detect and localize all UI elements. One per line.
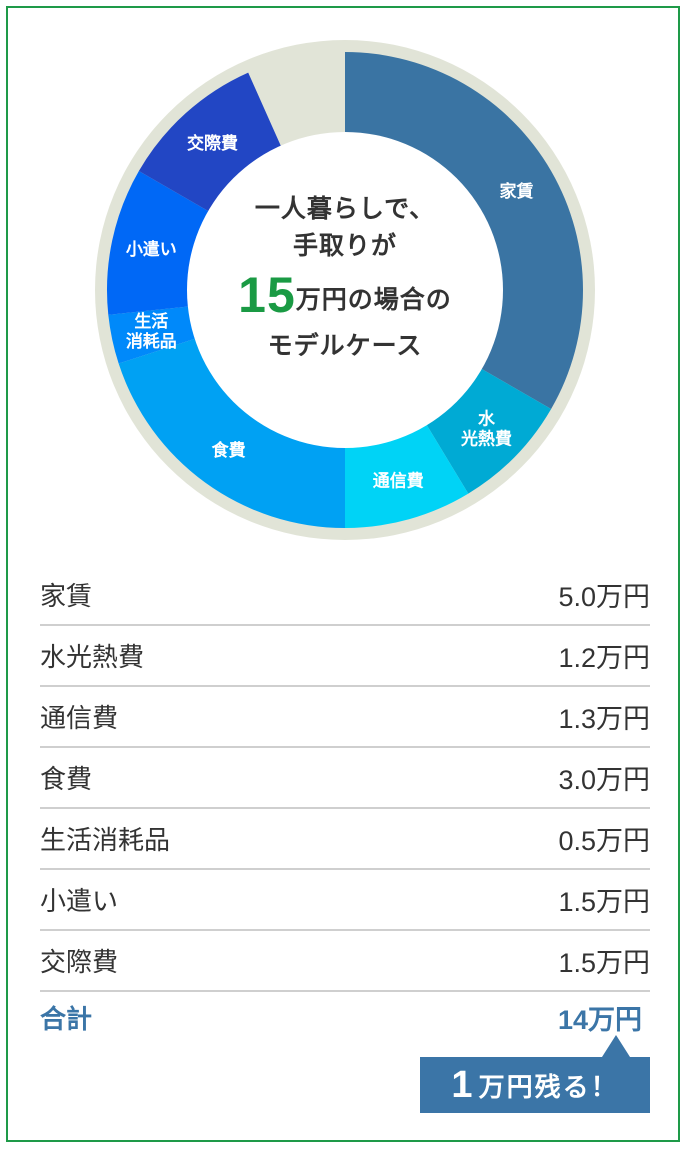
expense-row-utilities: 水光熱費 1.2万円 [40,626,650,687]
expense-breakdown-list: 家賃 5.0万円 水光熱費 1.2万円 通信費 1.3万円 食費 3.0万円 生… [40,565,650,992]
donut-slice-label: 家賃 [499,181,533,202]
expense-row-supplies: 生活消耗品 0.5万円 [40,809,650,870]
expense-row-communication: 通信費 1.3万円 [40,687,650,748]
total-amount: 14万円 [557,1004,642,1035]
expense-label: 小遣い [40,887,119,917]
center-line-1: 一人暮らしで、 [254,194,436,223]
expense-row-allowance: 小遣い 1.5万円 [40,870,650,931]
expense-amount: 5.0万円 [558,582,650,612]
expense-label: 水光熱費 [40,643,145,673]
donut-slice [108,306,198,364]
take-home-amount: 15 [238,267,296,323]
card-frame [6,6,680,1142]
remaining-text: 万円残る！ [478,1072,619,1103]
remaining-callout: 1 万円残る！ [420,1035,650,1113]
center-caption: 一人暮らしで、 手取りが 15万円の場合の モデルケース [195,190,495,364]
expense-amount: 1.5万円 [558,887,650,917]
total-row: 合計 14万円 [40,988,650,1046]
expense-amount: 1.2万円 [558,643,650,673]
expense-label: 生活消耗品 [40,826,171,856]
expense-amount: 3.0万円 [558,765,650,795]
expense-row-rent: 家賃 5.0万円 [40,565,650,626]
total-label: 合計 [40,1004,93,1035]
donut-slice [345,422,469,528]
expense-label: 家賃 [40,582,93,612]
expense-row-food: 食費 3.0万円 [40,748,650,809]
center-line-3-rest: 万円の場合の [295,285,452,314]
donut-slice-label: 食費 [212,440,246,461]
donut-slice-label: 小遣い [126,239,177,260]
expense-label: 食費 [40,765,93,795]
donut-slice-label: 交際費 [187,133,238,154]
donut-slice [345,52,583,409]
expense-row-social: 交際費 1.5万円 [40,931,650,992]
donut-slice-label: 生活消耗品 [126,311,177,352]
center-line-4: モデルケース [267,331,423,360]
expense-label: 交際費 [40,948,119,978]
expense-label: 通信費 [40,704,119,734]
expense-amount: 0.5万円 [558,826,650,856]
donut-hole [187,132,503,448]
donut-slice [118,337,345,528]
center-line-2: 手取りが [292,231,397,260]
donut-slice-label: 水光熱費 [460,409,512,450]
expense-amount: 1.5万円 [558,948,650,978]
center-line-3: 15万円の場合の [195,268,495,327]
remaining-amount: 1 [451,1063,475,1106]
donut-slice [138,72,282,213]
donut-slice [107,171,211,315]
expense-amount: 1.3万円 [558,704,650,734]
donut-slice-label: 通信費 [373,471,424,492]
